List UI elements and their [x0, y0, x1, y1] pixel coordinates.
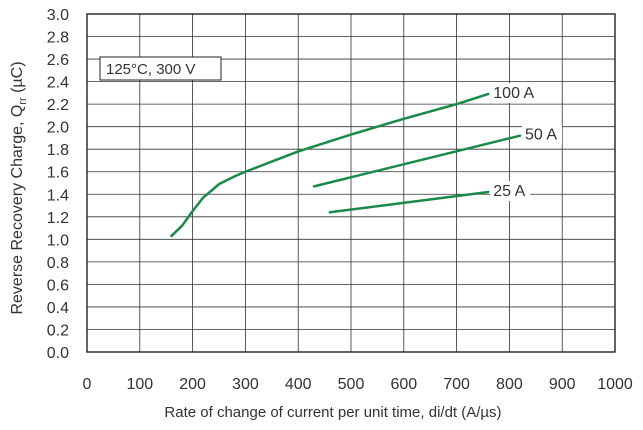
x-tick-label: 200 — [179, 376, 206, 393]
series-label: 50 A — [525, 127, 557, 144]
plot-frame — [86, 13, 616, 353]
y-tick-label: 1.4 — [47, 187, 69, 204]
x-tick-label: 400 — [285, 376, 312, 393]
series-line-1 — [312, 134, 522, 188]
y-tick-label: 0.2 — [47, 322, 69, 339]
y-axis-label: Reverse Recovery Charge, Qrr (µC) — [9, 61, 29, 314]
x-tick-label: 800 — [496, 376, 523, 393]
y-tick-label: 0.4 — [47, 300, 69, 317]
condition-annotation: 125°C, 300 V — [99, 56, 222, 81]
series-label-background — [521, 124, 562, 145]
x-tick-label: 500 — [338, 376, 365, 393]
x-tick-label: 600 — [390, 376, 417, 393]
x-tick-labels: 0 100 200 300 400 500 600 700 800 900 1000 — [83, 376, 633, 393]
series-label: 25 A — [493, 183, 525, 200]
y-tick-label: 2.6 — [47, 52, 69, 69]
series-label-background — [490, 181, 531, 202]
series-label-background — [490, 82, 540, 103]
y-tick-labels: 0.0 0.2 0.4 0.6 0.8 1.0 1.2 1.4 1.6 1.8 2.0 2.2 2.4 2… — [47, 7, 69, 362]
x-axis-label: Rate of change of current per unit time,… — [164, 404, 501, 421]
series-line-2 — [328, 190, 490, 214]
y-axis-label-unit: (µC) — [9, 61, 26, 97]
series-layer: 100 A 50 A 25 A — [170, 82, 562, 238]
y-tick-label: 2.4 — [47, 75, 69, 92]
y-tick-label: 0.8 — [47, 255, 69, 272]
x-tick-label: 0 — [83, 376, 92, 393]
y-tick-label: 0.6 — [47, 277, 69, 294]
y-tick-label: 2.2 — [47, 97, 69, 114]
x-tick-label: 1000 — [597, 376, 633, 393]
y-tick-label: 2.8 — [47, 30, 69, 47]
annotation-box — [99, 56, 222, 81]
annotation-text: 125°C, 300 V — [106, 61, 195, 78]
x-tick-label: 100 — [126, 376, 153, 393]
y-tick-label: 2.0 — [47, 120, 69, 137]
series-label: 100 A — [493, 85, 534, 102]
y-tick-label: 0.0 — [47, 345, 69, 362]
y-tick-label: 1.2 — [47, 210, 69, 227]
y-tick-label: 3.0 — [47, 7, 69, 24]
y-tick-label: 1.0 — [47, 232, 69, 249]
x-tick-label: 700 — [443, 376, 470, 393]
x-tick-label: 300 — [232, 376, 259, 393]
y-tick-label: 1.6 — [47, 165, 69, 182]
x-tick-label: 900 — [549, 376, 576, 393]
y-axis-label-main: Reverse Recovery Charge, Q — [9, 105, 26, 315]
series-line-0 — [170, 92, 490, 238]
y-axis-label-subscript: rr — [17, 97, 29, 105]
y-tick-label: 1.8 — [47, 142, 69, 159]
